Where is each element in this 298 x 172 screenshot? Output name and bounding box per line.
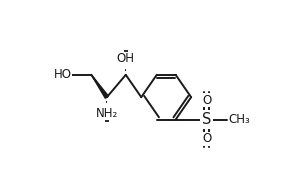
Text: CH₃: CH₃ <box>228 113 250 126</box>
Text: NH₂: NH₂ <box>96 106 118 120</box>
Text: O: O <box>202 132 211 145</box>
Text: S: S <box>202 112 211 127</box>
Text: HO: HO <box>54 68 72 81</box>
Text: O: O <box>203 94 212 107</box>
Text: OH: OH <box>117 52 135 66</box>
Polygon shape <box>91 75 108 98</box>
